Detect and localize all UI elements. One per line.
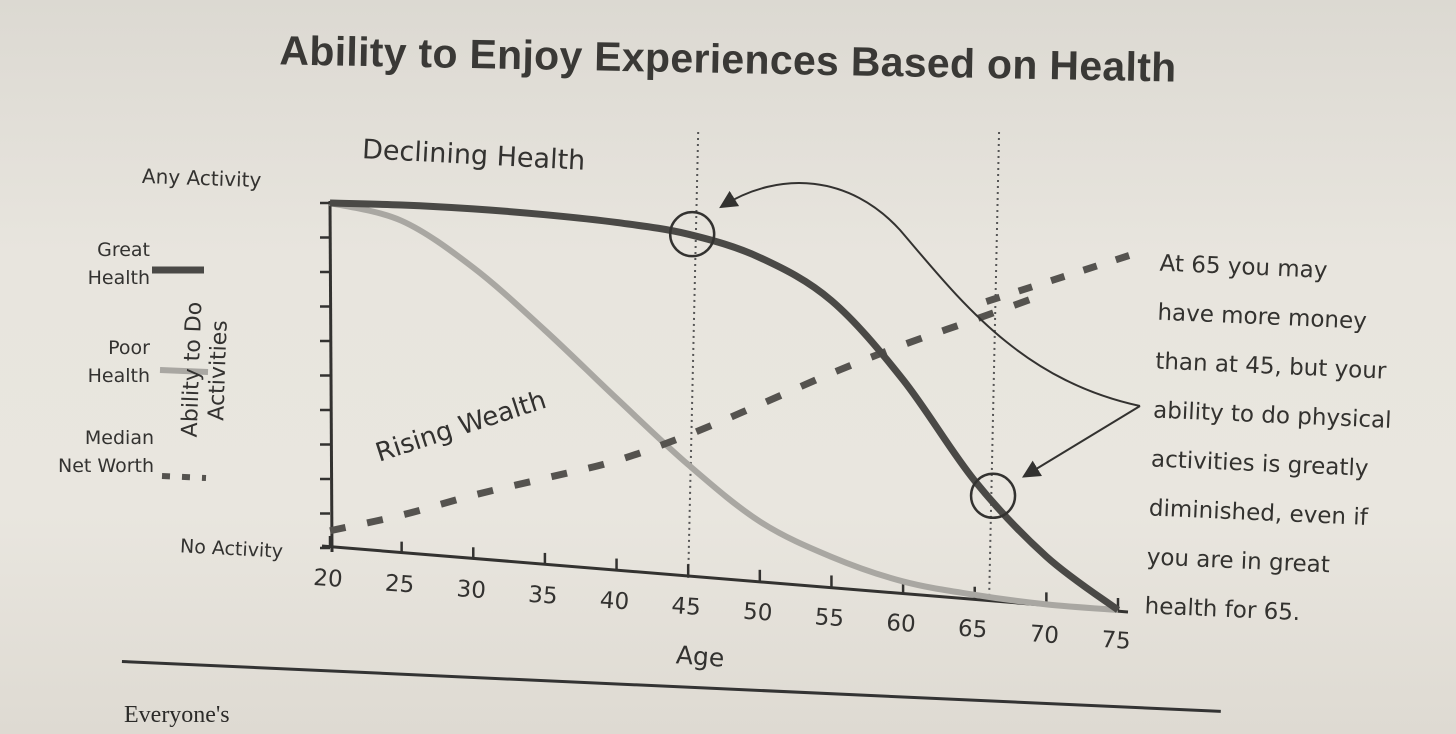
x-tick-label: 75 (1100, 627, 1131, 655)
x-tick-label: 45 (671, 593, 702, 621)
callout-arrow-66 (1021, 405, 1141, 478)
x-axis-line (321, 544, 1129, 614)
x-tick-label: 50 (742, 599, 773, 627)
legend-great-health-label: Great Health (87, 239, 150, 289)
annotation-note: At 65 you may have more money than at 45… (1144, 250, 1393, 627)
reference-line (687, 131, 700, 579)
series-net-worth-line (329, 290, 1048, 535)
x-tick-label: 55 (814, 604, 845, 632)
x-tick-label: 35 (527, 582, 558, 610)
footer-text: Everyone's (124, 702, 230, 728)
series-great-health-line (329, 199, 1121, 613)
y-axis-line (328, 200, 334, 553)
x-tick-label: 30 (456, 576, 487, 604)
reference-line (988, 131, 1001, 602)
y-axis-label: Ability to Do Activities (177, 301, 233, 438)
legend-net-worth-label: Median Net Worth (58, 427, 154, 477)
x-tick-label: 70 (1029, 621, 1060, 649)
legend-swatch-net-worth (161, 473, 207, 481)
x-tick-label: 65 (957, 616, 988, 644)
x-tick-label: 60 (886, 610, 917, 638)
highlight-circle (969, 472, 1017, 520)
x-tick-label: 25 (384, 571, 415, 599)
x-axis-label: Age (675, 640, 726, 673)
highlight-circle (668, 210, 716, 258)
legend-poor-health-label: Poor Health (87, 337, 150, 387)
legend-swatch-poor-health (159, 367, 209, 375)
x-tick-label: 20 (312, 565, 343, 593)
series-poor-health-line (329, 200, 1119, 613)
callout-arrow-45 (719, 182, 1141, 407)
callout-dashed-leader (985, 248, 1142, 305)
x-tick-label: 40 (599, 587, 630, 615)
y-top-label: Any Activity (141, 163, 262, 193)
